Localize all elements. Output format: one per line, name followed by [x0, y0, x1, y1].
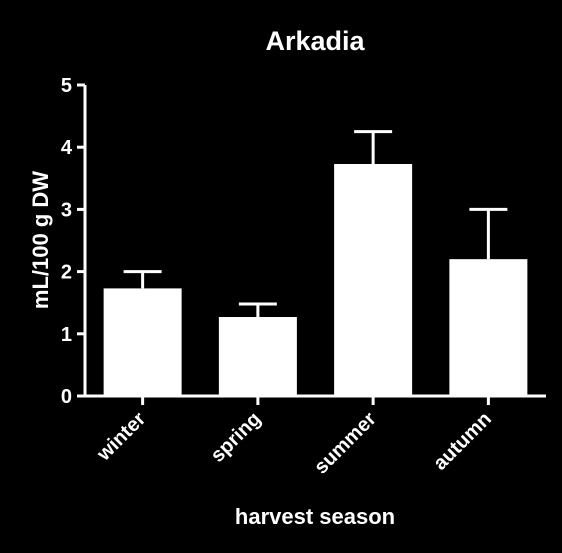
- bar-summer: [334, 163, 413, 396]
- x-tick-label-summer: summer: [310, 408, 381, 479]
- y-axis-label: mL/100 g DW: [28, 171, 53, 309]
- y-tick-label: 1: [61, 324, 72, 346]
- x-axis-ticks: winter spring summer autumn: [92, 396, 496, 479]
- x-axis-label: harvest season: [235, 504, 395, 529]
- chart-title: Arkadia: [265, 26, 365, 56]
- y-tick-label: 0: [61, 386, 72, 408]
- error-bars-group: [123, 130, 508, 318]
- y-tick-label: 2: [61, 262, 72, 284]
- y-axis-ticks: 0 1 2 3 4 5: [61, 75, 85, 408]
- x-tick-label-autumn: autumn: [429, 408, 496, 475]
- y-tick-label: 3: [61, 199, 72, 221]
- bar-spring: [218, 317, 297, 396]
- x-tick-label-spring: spring: [207, 408, 266, 467]
- x-tick-label-winter: winter: [92, 408, 150, 466]
- y-tick-label: 4: [61, 137, 73, 159]
- bar-autumn: [449, 259, 528, 396]
- bar-winter: [103, 288, 182, 396]
- y-tick-label: 5: [61, 75, 72, 97]
- bars-group: [103, 163, 528, 396]
